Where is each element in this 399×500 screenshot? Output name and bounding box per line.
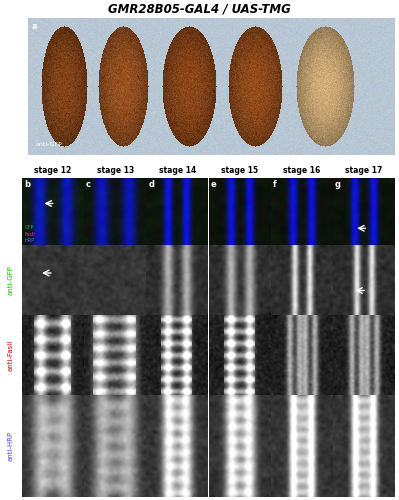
Text: b: b bbox=[24, 180, 30, 189]
Text: anti-GFP: anti-GFP bbox=[36, 142, 62, 147]
Text: GMR28B05-GAL4 / UAS-TMG: GMR28B05-GAL4 / UAS-TMG bbox=[108, 2, 291, 16]
Text: stage 15: stage 15 bbox=[221, 166, 258, 175]
Text: stage 17: stage 17 bbox=[345, 166, 383, 175]
Text: f: f bbox=[273, 180, 276, 189]
Text: a: a bbox=[32, 22, 37, 31]
Text: d: d bbox=[148, 180, 154, 189]
Text: c: c bbox=[86, 180, 91, 189]
Text: anti-HRP: anti-HRP bbox=[8, 431, 14, 461]
Text: GFP: GFP bbox=[24, 225, 34, 230]
Text: g: g bbox=[335, 180, 341, 189]
Text: stage 13: stage 13 bbox=[97, 166, 134, 175]
Text: anti-FasII: anti-FasII bbox=[8, 340, 14, 370]
Text: stage 12: stage 12 bbox=[34, 166, 72, 175]
Text: stage 16: stage 16 bbox=[283, 166, 320, 175]
Text: stage 14: stage 14 bbox=[159, 166, 196, 175]
Text: e: e bbox=[210, 180, 216, 189]
Text: anti-GFP: anti-GFP bbox=[8, 265, 14, 295]
Text: HRP: HRP bbox=[24, 238, 34, 244]
Text: FasII: FasII bbox=[24, 232, 35, 236]
